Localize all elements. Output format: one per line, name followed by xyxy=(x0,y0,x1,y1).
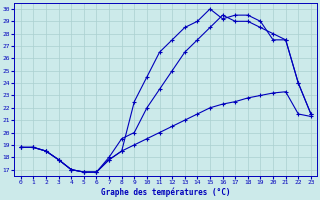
X-axis label: Graphe des températures (°C): Graphe des températures (°C) xyxy=(101,188,231,197)
